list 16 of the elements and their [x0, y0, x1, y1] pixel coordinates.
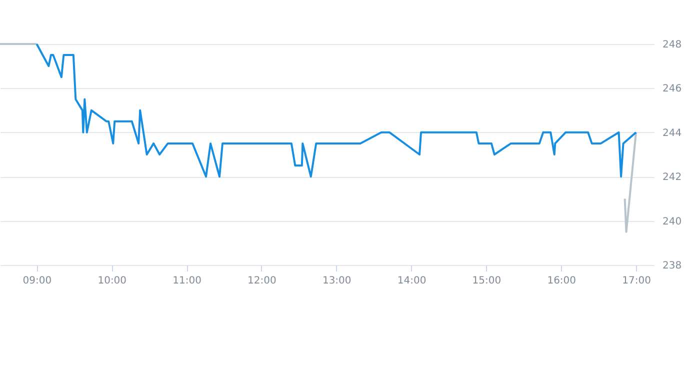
x-tick-label: 10:00: [98, 276, 127, 286]
x-tick-label: 16:00: [547, 276, 576, 286]
x-tick-label: 15:00: [472, 276, 502, 286]
x-tick-label: 11:00: [172, 276, 202, 286]
y-tick-label: 240: [662, 216, 682, 228]
x-tick-label: 12:00: [248, 276, 276, 286]
y-tick-label: 238: [662, 260, 682, 272]
line-series: [36, 43, 638, 178]
x-tick-label: 13:00: [322, 276, 352, 286]
x-tick-label: 09:00: [22, 276, 52, 286]
x-tick-label: 17:00: [622, 276, 651, 286]
y-tick-label: 244: [662, 128, 682, 139]
x-tick-label: 14:00: [397, 276, 426, 286]
y-tick-label: 242: [662, 172, 682, 184]
y-tick-label: 248: [662, 40, 682, 50]
y-tick-label: 246: [662, 84, 682, 95]
